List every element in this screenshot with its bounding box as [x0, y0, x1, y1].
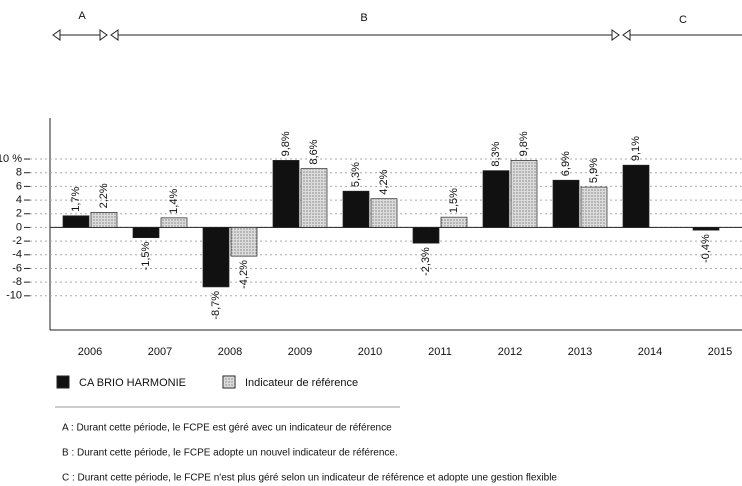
y-tick-label: -8 — [12, 276, 22, 288]
value-label: 5,9% — [588, 158, 600, 183]
bar-texture — [371, 198, 397, 228]
bar-texture — [91, 212, 117, 228]
bar — [272, 160, 300, 228]
x-tick-label: 2013 — [568, 346, 592, 358]
y-tick-label: 8 — [16, 167, 22, 179]
period-label: A — [78, 10, 86, 22]
value-label: 2,2% — [98, 183, 110, 208]
bar-texture — [441, 217, 467, 228]
bar — [412, 227, 440, 244]
y-tick-label: 0 — [16, 221, 22, 233]
bar — [342, 190, 370, 228]
y-tick-label: -6 — [12, 262, 22, 274]
value-label: -8,7% — [210, 291, 222, 320]
y-tick-label: 6 — [16, 180, 22, 192]
value-label: 5,3% — [350, 162, 362, 187]
value-label: -2,3% — [420, 247, 432, 276]
bar-texture — [581, 187, 607, 228]
x-tick-label: 2015 — [708, 346, 732, 358]
note: A : Durant cette période, le FCPE est gé… — [62, 423, 392, 434]
value-label: 9,1% — [630, 136, 642, 161]
note: C : Durant cette période, le FCPE n'est … — [62, 473, 557, 484]
bar-texture — [231, 227, 257, 257]
y-tick-label: -4 — [12, 249, 22, 261]
x-tick-label: 2010 — [358, 346, 382, 358]
legend-texture — [223, 376, 235, 388]
period-label: B — [360, 12, 367, 24]
bar — [622, 164, 650, 228]
x-tick-label: 2006 — [78, 346, 102, 358]
legend-label: CA BRIO HARMONIE — [79, 377, 186, 389]
bar — [692, 227, 720, 231]
value-label: 1,5% — [448, 188, 460, 213]
bar — [132, 227, 160, 239]
value-label: 6,9% — [560, 151, 572, 176]
note: B : Durant cette période, le FCPE adopte… — [62, 448, 398, 459]
x-tick-label: 2008 — [218, 346, 242, 358]
y-tick-label: -2 — [12, 235, 22, 247]
bar-texture — [511, 160, 537, 228]
x-tick-label: 2009 — [288, 346, 312, 358]
value-label: 9,8% — [518, 131, 530, 156]
value-label: 8,3% — [490, 141, 502, 166]
x-tick-label: 2007 — [148, 346, 172, 358]
value-label: -0,4% — [700, 234, 712, 263]
value-label: 8,6% — [308, 139, 320, 164]
bar — [62, 215, 90, 228]
bar — [482, 170, 510, 228]
period-arrows — [52, 29, 742, 41]
y-tick-label: 2 — [16, 208, 22, 220]
legend-swatch — [56, 375, 70, 389]
value-label: 1,4% — [168, 189, 180, 214]
bar-texture — [301, 168, 327, 228]
value-label: -1,5% — [140, 241, 152, 270]
y-tick-label: 4 — [16, 194, 22, 206]
bar — [552, 179, 580, 228]
x-tick-label: 2012 — [498, 346, 522, 358]
value-label: 9,8% — [280, 131, 292, 156]
value-label: 1,7% — [70, 187, 82, 212]
value-label: -4,2% — [238, 260, 250, 289]
bar — [202, 227, 230, 288]
y-tick-label: -10 — [6, 290, 22, 302]
period-label: C — [679, 14, 687, 26]
x-tick-label: 2014 — [638, 346, 662, 358]
y-tick-label: 10 % — [0, 153, 22, 165]
value-label: 4,2% — [378, 169, 390, 194]
x-tick-label: 2011 — [428, 346, 452, 358]
legend-label: Indicateur de référence — [245, 377, 358, 389]
bar-texture — [161, 217, 187, 228]
